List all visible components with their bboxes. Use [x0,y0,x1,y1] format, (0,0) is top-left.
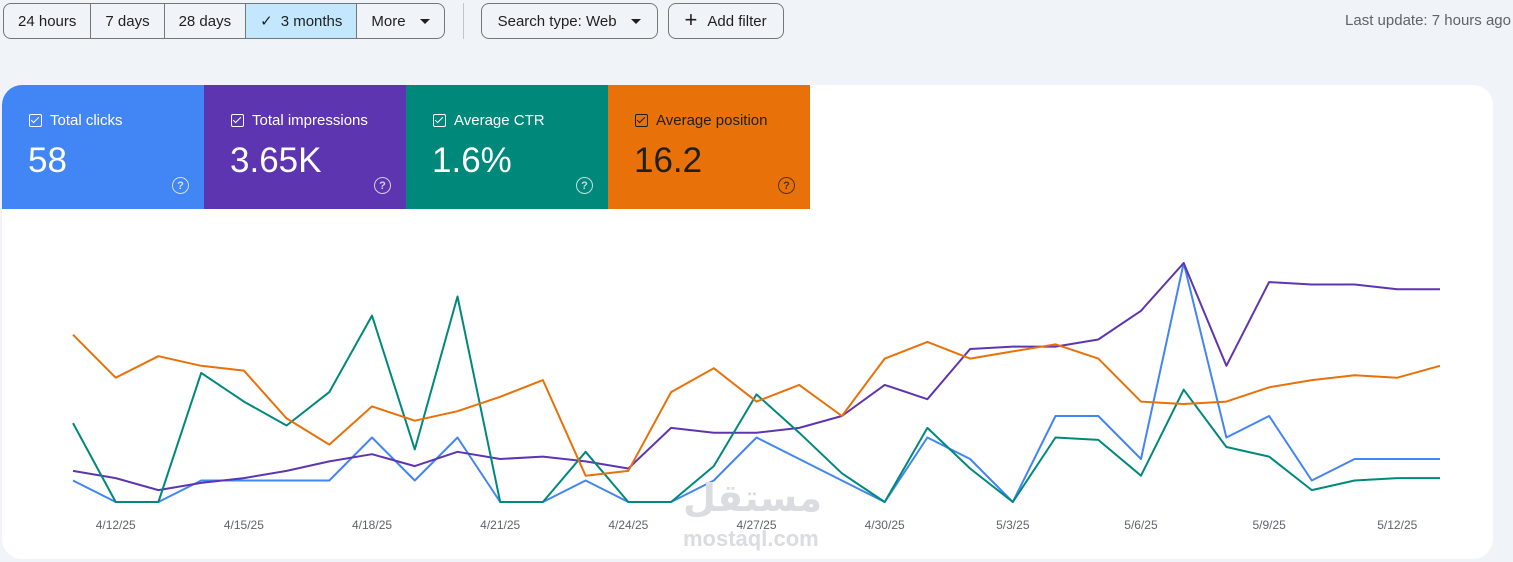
series-line-total-impressions [72,262,1440,492]
range-label: 28 days [178,12,232,30]
add-filter-label: Add filter [707,12,767,30]
help-icon[interactable]: ? [778,177,795,194]
more-ranges-button[interactable]: More [357,4,443,38]
x-tick-label: 4/27/25 [736,518,776,532]
x-tick-label: 4/12/25 [96,518,136,532]
series-line-average-position [72,333,1441,477]
range-label: 24 hours [18,12,77,30]
x-tick-label: 5/9/25 [1252,518,1286,532]
metric-value: 58 [28,141,67,180]
checkbox-checked-icon [635,114,648,127]
metric-value: 1.6% [432,141,512,180]
range-7-days-button[interactable]: 7 days [91,4,165,38]
performance-chart: 4/12/25 4/15/25 4/18/25 4/21/25 4/24/25 4/27/… [72,262,1441,532]
x-tick-label: 4/15/25 [224,518,264,532]
series-line-average-ctr [72,295,1440,503]
date-range-selector: 24 hours 7 days 28 days ✓ 3 months More [3,3,445,39]
series-line-total-clicks [72,262,1440,503]
x-tick-label: 4/21/25 [480,518,520,532]
range-label: 7 days [105,12,150,30]
range-24-hours-button[interactable]: 24 hours [4,4,92,38]
help-icon[interactable]: ? [374,177,391,194]
check-icon: ✓ [260,13,273,30]
plus-icon: + [684,7,698,32]
x-tick-label: 5/12/25 [1377,518,1417,532]
metric-average-ctr[interactable]: Average CTR 1.6% ? [406,85,608,209]
performance-card: 4/12/25 4/15/25 4/18/25 4/21/25 4/24/25 4/27/… [2,85,1493,559]
range-3-months-button[interactable]: ✓ 3 months [246,4,358,38]
x-tick-label: 5/6/25 [1124,518,1158,532]
checkbox-checked-icon [433,114,446,127]
x-tick-label: 4/30/25 [865,518,905,532]
metric-tiles: Total clicks 58 ? Total impressions 3.65… [2,85,810,209]
metric-average-position[interactable]: Average position 16.2 ? [608,85,810,209]
x-tick-label: 4/24/25 [608,518,648,532]
add-filter-button[interactable]: + Add filter [667,3,784,39]
more-label: More [371,12,406,30]
metric-value: 3.65K [230,141,322,180]
search-type-label: Search type: Web [497,12,617,30]
checkbox-checked-icon [231,114,244,127]
toolbar-divider [462,3,464,39]
metric-value: 16.2 [634,141,703,180]
date-toolbar: 24 hours 7 days 28 days ✓ 3 months More S… [3,3,784,39]
chevron-down-icon [419,18,430,24]
range-28-days-button[interactable]: 28 days [165,4,247,38]
checkbox-checked-icon [29,114,42,127]
last-update-text: Last update: 7 hours ago [1345,12,1511,29]
metric-total-impressions[interactable]: Total impressions 3.65K ? [204,85,406,209]
range-label: 3 months [280,12,343,30]
metric-total-clicks[interactable]: Total clicks 58 ? [2,85,204,209]
search-type-dropdown[interactable]: Search type: Web [480,3,658,39]
watermark-arabic: مستقل [683,478,822,520]
metric-label: Total clicks [50,112,123,129]
x-tick-label: 5/3/25 [996,518,1030,532]
metric-label: Average CTR [454,112,545,129]
help-icon[interactable]: ? [576,177,593,194]
chevron-down-icon [630,18,641,24]
metric-label: Average position [656,112,768,129]
watermark-latin: mostaql.com [683,526,819,551]
x-tick-label: 4/18/25 [352,518,392,532]
metric-label: Total impressions [252,112,368,129]
help-icon[interactable]: ? [172,177,189,194]
